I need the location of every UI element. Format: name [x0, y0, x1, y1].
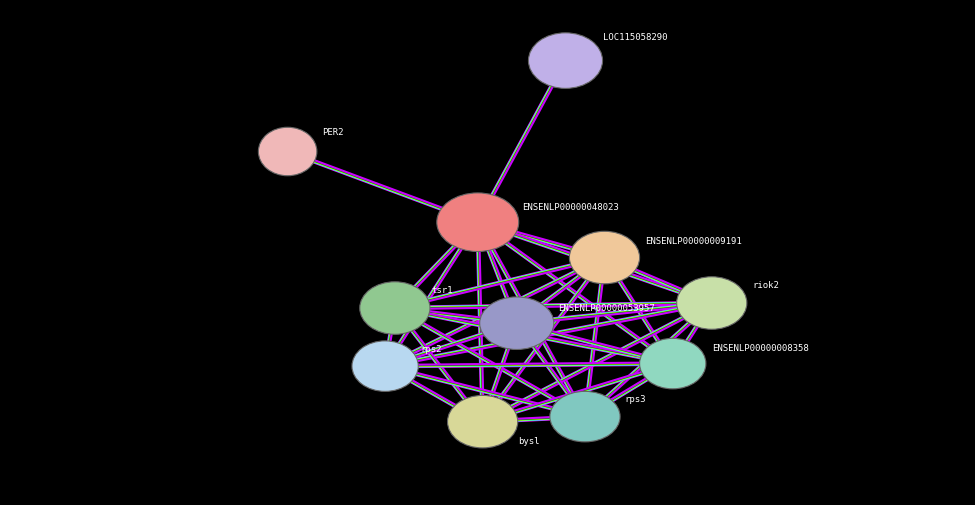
Ellipse shape	[360, 282, 430, 334]
Text: ENSENLP00000053957: ENSENLP00000053957	[558, 304, 654, 313]
Ellipse shape	[258, 127, 317, 176]
Text: riok2: riok2	[753, 281, 780, 290]
Ellipse shape	[640, 338, 706, 389]
Text: LOC115058290: LOC115058290	[603, 33, 667, 42]
Text: PER2: PER2	[322, 128, 343, 137]
Ellipse shape	[448, 395, 518, 448]
Text: bysl: bysl	[518, 437, 539, 446]
Ellipse shape	[352, 341, 418, 391]
Ellipse shape	[480, 297, 554, 349]
Text: ENSENLP00000009191: ENSENLP00000009191	[645, 237, 742, 246]
Text: rps3: rps3	[624, 395, 645, 405]
Ellipse shape	[528, 33, 603, 88]
Ellipse shape	[550, 391, 620, 442]
Text: rps2: rps2	[420, 345, 442, 354]
Ellipse shape	[437, 193, 519, 251]
Ellipse shape	[677, 277, 747, 329]
Text: ENSENLP00000008358: ENSENLP00000008358	[712, 344, 808, 353]
Text: tsr1: tsr1	[432, 286, 453, 295]
Ellipse shape	[569, 231, 640, 284]
Text: ENSENLP00000048023: ENSENLP00000048023	[523, 203, 619, 212]
